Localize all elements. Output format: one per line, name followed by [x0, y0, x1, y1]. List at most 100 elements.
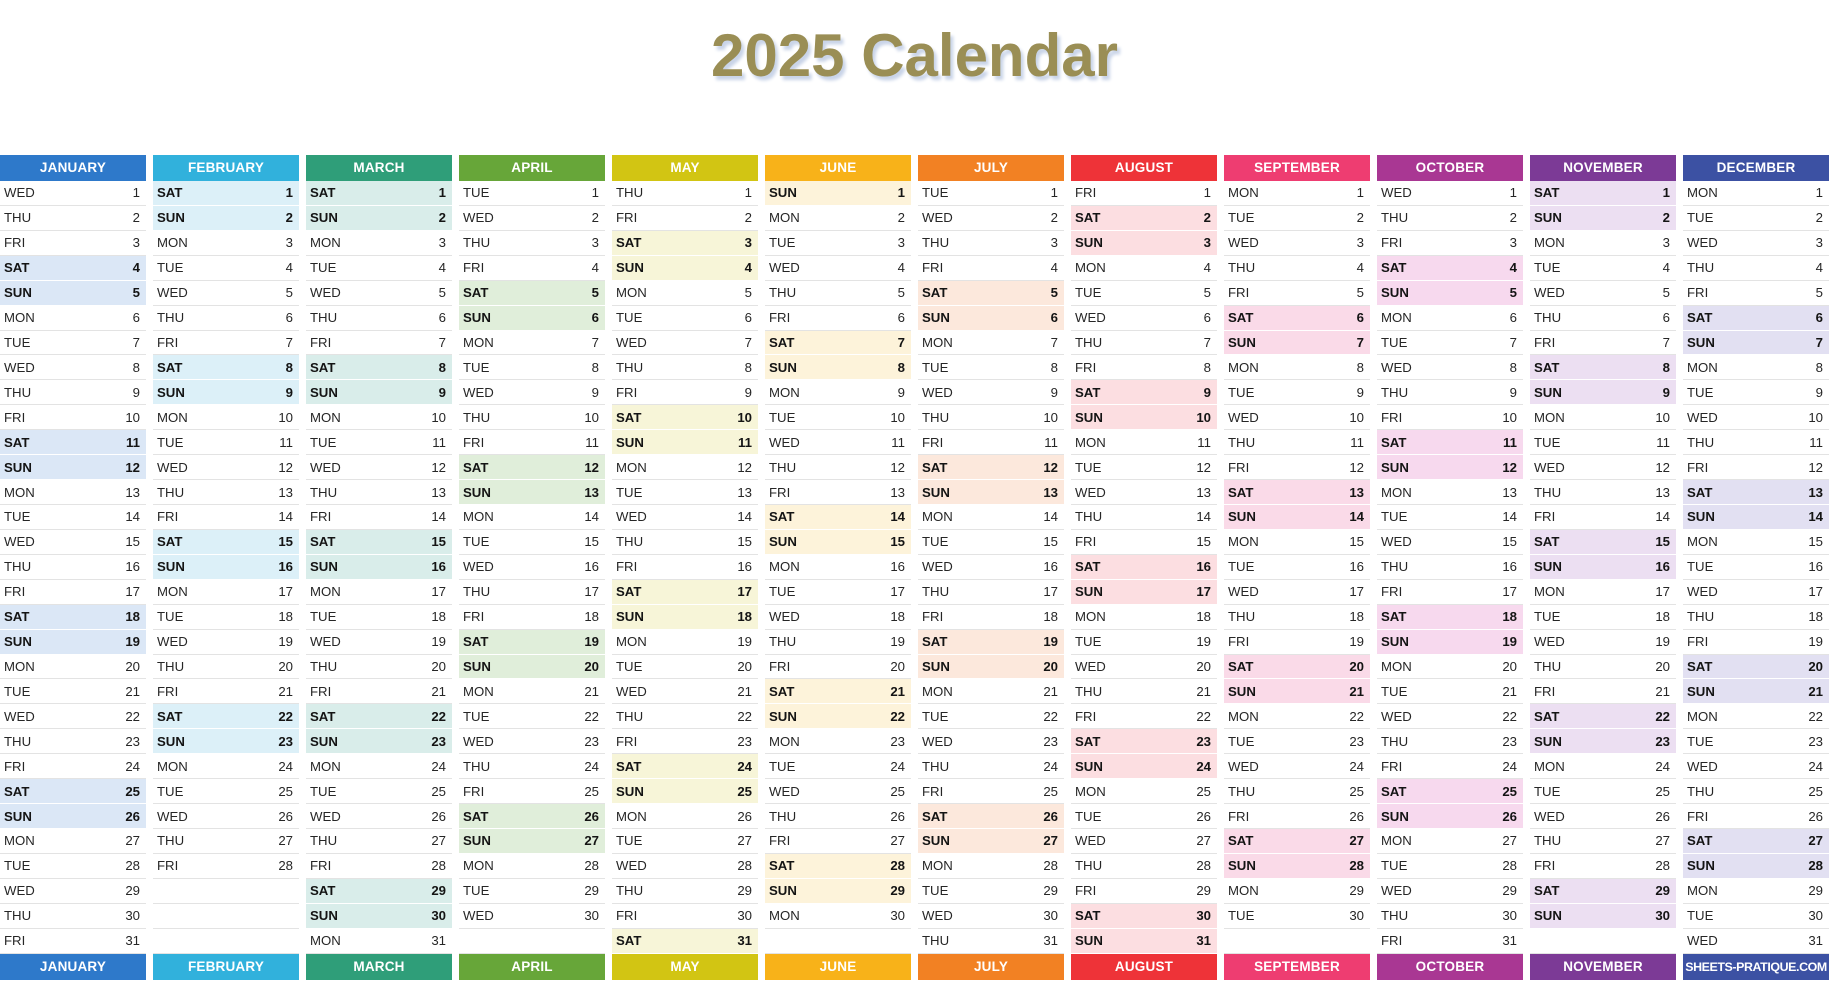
day-name: SUN	[1075, 933, 1103, 949]
day-name: SAT	[1687, 484, 1713, 500]
day-cell: WED 26	[1530, 804, 1676, 829]
day-number: 16	[1349, 559, 1364, 575]
day-cell: SAT 20	[1224, 654, 1370, 680]
day-number: 26	[1196, 808, 1211, 824]
day-number: 6	[591, 310, 599, 326]
day-number: 17	[278, 584, 293, 600]
day-name: SAT	[157, 534, 183, 550]
day-cell: FRI 12	[1224, 455, 1370, 481]
month-day-list: SAT 1 SUN 2 MON 3 TUE 4 WED 5 THU 6 FRI 7 SAT 8 SUN 9 MON 1…	[1530, 181, 1676, 954]
day-number: 6	[1356, 310, 1364, 326]
day-cell: SUN 12	[1377, 455, 1523, 481]
day-name: SAT	[310, 883, 336, 899]
day-cell: THU 26	[765, 804, 911, 829]
day-name: TUE	[1075, 459, 1102, 475]
day-name: FRI	[1228, 285, 1250, 301]
day-number: 4	[897, 260, 905, 276]
day-cell: THU 7	[1071, 331, 1217, 356]
day-cell: MON 7	[918, 331, 1064, 356]
day-number: 2	[438, 210, 446, 226]
day-name: SUN	[463, 833, 491, 849]
day-number: 24	[1196, 758, 1211, 774]
day-number: 19	[1655, 634, 1670, 650]
day-cell: WED 19	[1530, 630, 1676, 655]
day-cell: FRI 25	[459, 779, 605, 805]
day-name: SUN	[4, 285, 32, 301]
day-name: FRI	[4, 409, 26, 425]
day-name: WED	[310, 808, 341, 824]
day-cell: SUN 23	[1530, 729, 1676, 755]
day-name: SUN	[1534, 210, 1562, 226]
day-number: 2	[1662, 210, 1670, 226]
day-cell: WED 11	[765, 430, 911, 456]
day-name: TUE	[310, 783, 337, 799]
day-cell: MON 20	[1377, 655, 1523, 680]
day-cell: SAT 17	[612, 579, 758, 605]
day-cell: THU 11	[1224, 430, 1370, 456]
day-name: WED	[1228, 584, 1259, 600]
day-name: TUE	[1228, 733, 1255, 749]
day-name: WED	[1075, 484, 1106, 500]
day-name: WED	[1687, 933, 1718, 949]
day-cell: WED 20	[1071, 655, 1217, 680]
month-day-list: MON 1 TUE 2 WED 3 THU 4 FRI 5 SAT 6 SUN 7 MON 8 TUE 9 WED 1…	[1683, 181, 1829, 954]
day-cell: MON 10	[1530, 405, 1676, 431]
day-name: SUN	[1534, 908, 1562, 924]
day-name: MON	[310, 933, 341, 949]
day-name: WED	[1075, 310, 1106, 326]
day-number: 27	[431, 833, 446, 849]
day-number: 30	[584, 908, 599, 924]
day-name: SUN	[310, 210, 338, 226]
day-number: 4	[438, 260, 446, 276]
day-cell: WED 8	[1377, 355, 1523, 381]
day-cell: TUE 2	[1224, 206, 1370, 231]
brand-link[interactable]: SHEETS-PRATIQUE.COM	[1683, 953, 1829, 980]
day-cell: MON 11	[1071, 430, 1217, 456]
day-name: SUN	[922, 658, 950, 674]
day-cell: SAT 27	[1683, 828, 1829, 854]
day-number: 14	[737, 509, 752, 525]
day-cell: SUN 19	[1377, 629, 1523, 655]
day-number: 6	[1509, 310, 1517, 326]
day-number: 10	[737, 409, 752, 425]
day-number: 12	[1043, 459, 1058, 475]
day-name: SUN	[1687, 683, 1715, 699]
day-name: THU	[616, 708, 644, 724]
month-footer: MARCH	[306, 953, 452, 980]
day-number: 14	[125, 509, 140, 525]
day-number: 24	[125, 758, 140, 774]
day-name: WED	[310, 459, 341, 475]
day-number: 29	[1043, 883, 1058, 899]
day-name: THU	[769, 634, 797, 650]
day-name: TUE	[157, 609, 184, 625]
day-number: 4	[591, 260, 599, 276]
day-number: 11	[1044, 434, 1058, 450]
day-name: FRI	[1075, 883, 1097, 899]
day-cell: WED 3	[1683, 231, 1829, 256]
day-cell: TUE 18	[1530, 605, 1676, 630]
day-cell: TUE 18	[306, 605, 452, 630]
month-day-list: WED 1 THU 2 FRI 3 SAT 4 SUN 5 MON 6 TUE 7 WED 8 THU 9 FRI 1…	[1377, 181, 1523, 954]
day-name: SAT	[1228, 310, 1254, 326]
day-name: THU	[310, 833, 338, 849]
day-name: TUE	[1228, 908, 1255, 924]
day-name: MON	[1687, 883, 1718, 899]
month-footer: JUNE	[765, 953, 911, 980]
day-name: SAT	[1228, 484, 1254, 500]
day-number: 14	[584, 509, 599, 525]
day-cell: SAT 22	[1530, 704, 1676, 730]
day-number: 23	[125, 733, 140, 749]
day-cell: MON 24	[1530, 754, 1676, 780]
day-number: 15	[1196, 534, 1211, 550]
month-header: SEPTEMBER	[1224, 155, 1370, 181]
day-name: FRI	[463, 434, 485, 450]
day-number: 27	[1196, 833, 1211, 849]
day-name: MON	[769, 908, 800, 924]
day-number: 31	[1502, 933, 1517, 949]
day-cell: SUN 16	[153, 554, 299, 580]
day-cell: THU 17	[459, 580, 605, 605]
day-number: 1	[1050, 185, 1058, 201]
day-cell: THU 1	[612, 181, 758, 206]
day-number: 5	[744, 285, 752, 301]
day-number: 17	[1655, 584, 1670, 600]
